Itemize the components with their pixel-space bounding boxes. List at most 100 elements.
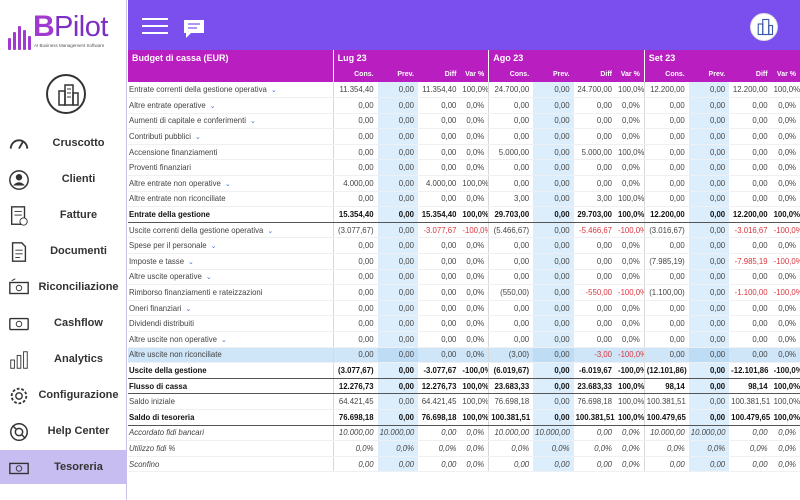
row-label-cell: Dividendi distribuiti <box>128 315 334 332</box>
table-row[interactable]: Altre entrate non riconciliate 0,00 0,00 0,… <box>128 191 800 208</box>
table-row[interactable]: Altre entrate operative ⌄ 0,00 0,00 0,00 0,0%… <box>128 97 800 114</box>
cell-diff: 0,00 <box>417 113 461 130</box>
cash-icon <box>8 313 30 335</box>
cell-prev: 0,00 <box>377 331 418 348</box>
cell-diff: 0,00 <box>417 425 461 442</box>
cell-diff: 0,00 <box>417 331 461 348</box>
nav-item-cruscotto[interactable]: Cruscotto <box>0 126 127 160</box>
nav-item-cashflow[interactable]: Cashflow <box>0 306 127 340</box>
nav-item-tesoreria[interactable]: Tesoreria <box>0 450 127 484</box>
row-label: Altre uscite non operative <box>129 334 217 344</box>
expand-chevron-icon[interactable]: ⌄ <box>188 258 194 266</box>
cell-prev: 0,00 <box>533 456 574 473</box>
logo-bars-icon <box>8 22 38 50</box>
cell-var: 0,0% <box>771 440 800 457</box>
nav-item-label: Riconciliazione <box>38 281 119 293</box>
expand-chevron-icon[interactable]: ⌄ <box>185 305 192 313</box>
cell-diff: 0,00 <box>417 191 461 208</box>
cell-var: 0,0% <box>460 253 489 270</box>
table-row[interactable]: Uscite correnti della gestione operativa… <box>128 222 800 239</box>
cell-prev: 0,00 <box>688 159 730 177</box>
table-row[interactable]: Saldo di tesoreria 76.698,18 0,00 76.698,18… <box>128 409 800 426</box>
menu-icon[interactable] <box>142 18 168 34</box>
chat-icon[interactable] <box>182 18 206 38</box>
cell-diff: -12.101,86 <box>729 362 772 379</box>
nav-item-help-center[interactable]: Help Center <box>0 414 127 448</box>
expand-chevron-icon[interactable]: ⌄ <box>267 227 274 235</box>
table-row[interactable]: Saldo iniziale 64.421,45 0,00 64.421,45 100,… <box>128 393 800 410</box>
expand-chevron-icon[interactable]: ⌄ <box>194 134 201 142</box>
table-row[interactable]: Rimborso finanziamenti e rateizzazioni 0,… <box>128 284 800 301</box>
expand-chevron-icon[interactable]: ⌄ <box>250 118 256 126</box>
table-row[interactable]: Imposte e tasse ⌄ 0,00 0,00 0,00 0,0% 0,00 0,00… <box>128 253 800 270</box>
cell-cons: 29.703,00 <box>488 206 534 223</box>
table-row[interactable]: Spese per il personale ⌄ 0,00 0,00 0,00 0,0% 0… <box>128 237 800 255</box>
table-row[interactable]: Altre entrate non operative ⌄ 4.000,00 0,00… <box>128 175 800 192</box>
table-row[interactable]: Altre uscite operative ⌄ 0,00 0,00 0,00 0,0% 0… <box>128 269 800 286</box>
table-row[interactable]: Altre uscite non riconciliate 0,00 0,00 0,0… <box>128 347 800 364</box>
row-label-cell: Utilizzo fidi % <box>128 440 334 457</box>
table-row[interactable]: Utilizzo fidi % 0,0% 0,0% 0,0% 0,0% 0,0% 0,0% 0… <box>128 440 800 457</box>
table-row[interactable]: Entrate correnti della gestione operativ… <box>128 82 800 99</box>
nav-item-analytics[interactable]: Analytics <box>0 342 127 376</box>
expand-chevron-icon[interactable]: ⌄ <box>224 180 231 188</box>
cell-var: 100,0% <box>616 82 645 99</box>
cell-cons: 0,00 <box>332 269 378 286</box>
table-row[interactable]: Altre uscite non operative ⌄ 0,00 0,00 0,00 0… <box>128 331 800 348</box>
cell-var: 100,0% <box>460 206 489 223</box>
table-row[interactable]: Sconfino 0,00 0,00 0,00 0,0% 0,00 0,00 0,00 0,0%… <box>128 456 800 473</box>
table-row[interactable]: Contributi pubblici ⌄ 0,00 0,00 0,00 0,0% 0,00… <box>128 128 800 145</box>
table-row[interactable]: Accordato fidi bancari 10.000,00 10.000,00… <box>128 425 800 442</box>
cell-var: 0,0% <box>771 425 800 442</box>
nav-item-fatture[interactable]: Fatture <box>0 198 127 232</box>
table-row[interactable]: Accensione finanziamenti 0,00 0,00 0,00 0,0%… <box>128 144 800 161</box>
cell-cons: 0,00 <box>643 175 689 192</box>
cell-cons: 0,00 <box>643 269 689 286</box>
cell-prev: 0,00 <box>533 113 574 130</box>
nav-item-documenti[interactable]: Documenti <box>0 234 127 268</box>
nav-item-label: Cashflow <box>54 317 103 329</box>
cell-cons: 0,00 <box>332 97 378 114</box>
user-icon <box>8 169 30 191</box>
expand-chevron-icon[interactable]: ⌄ <box>270 87 277 95</box>
table-row[interactable]: Proventi finanziari 0,00 0,00 0,00 0,0% 0,00 0… <box>128 159 800 177</box>
table-row[interactable]: Uscite della gestione (3.077,67) 0,00 -3.07… <box>128 362 800 379</box>
cell-var: 0,0% <box>771 144 800 161</box>
expand-chevron-icon[interactable]: ⌄ <box>205 274 212 282</box>
cell-diff: 24.700,00 <box>573 82 616 99</box>
row-label-cell: Altre entrate non riconciliate <box>128 191 334 208</box>
row-label-cell: Spese per il personale ⌄ <box>128 237 334 255</box>
nav-item-riconciliazione[interactable]: Riconciliazione <box>0 270 127 304</box>
row-label-cell: Uscite correnti della gestione operativa… <box>128 222 334 239</box>
nav-item-configurazione[interactable]: Configurazione <box>0 378 127 412</box>
company-avatar[interactable] <box>46 74 86 114</box>
logo-pilot: Pilot <box>54 11 108 43</box>
cell-cons: 12.200,00 <box>643 206 689 223</box>
table-row[interactable]: Entrate della gestione 15.354,40 0,00 15.35… <box>128 206 800 223</box>
cell-var: 0,0% <box>616 331 645 348</box>
cell-prev: 0,00 <box>533 144 574 161</box>
cell-var: 0,0% <box>460 284 489 301</box>
cell-diff: 3,00 <box>573 191 616 208</box>
row-label-cell: Proventi finanziari <box>128 159 334 177</box>
expand-chevron-icon[interactable]: ⌄ <box>220 336 227 344</box>
table-row[interactable]: Flusso di cassa 12.276,73 0,00 12.276,73 100… <box>128 378 800 395</box>
row-label-cell: Saldo di tesoreria <box>128 409 334 426</box>
expand-chevron-icon[interactable]: ⌄ <box>209 102 216 110</box>
cell-var: 100,0% <box>616 409 645 426</box>
table-row[interactable]: Oneri finanziari ⌄ 0,00 0,00 0,00 0,0% 0,00 0,0… <box>128 300 800 317</box>
cell-var: 100,0% <box>460 409 489 426</box>
bpilot-logo[interactable]: B Pilot AI Business Management Software <box>8 10 120 52</box>
row-label: Accensione finanziamenti <box>129 147 218 157</box>
top-header <box>128 0 800 50</box>
user-avatar[interactable] <box>750 13 778 41</box>
cell-var: 0,0% <box>616 425 645 442</box>
cell-prev: 0,00 <box>688 175 730 192</box>
row-label: Proventi finanziari <box>129 163 191 173</box>
table-row[interactable]: Dividendi distribuiti 0,00 0,00 0,00 0,0% 0,0… <box>128 315 800 332</box>
table-row[interactable]: Aumenti di capitale e conferimenti ⌄ 0,00 0… <box>128 113 800 130</box>
expand-chevron-icon[interactable]: ⌄ <box>210 243 217 251</box>
nav-item-label: Clienti <box>61 173 96 185</box>
nav-item-clienti[interactable]: Clienti <box>0 162 127 196</box>
cell-diff: 0,0% <box>573 440 616 457</box>
